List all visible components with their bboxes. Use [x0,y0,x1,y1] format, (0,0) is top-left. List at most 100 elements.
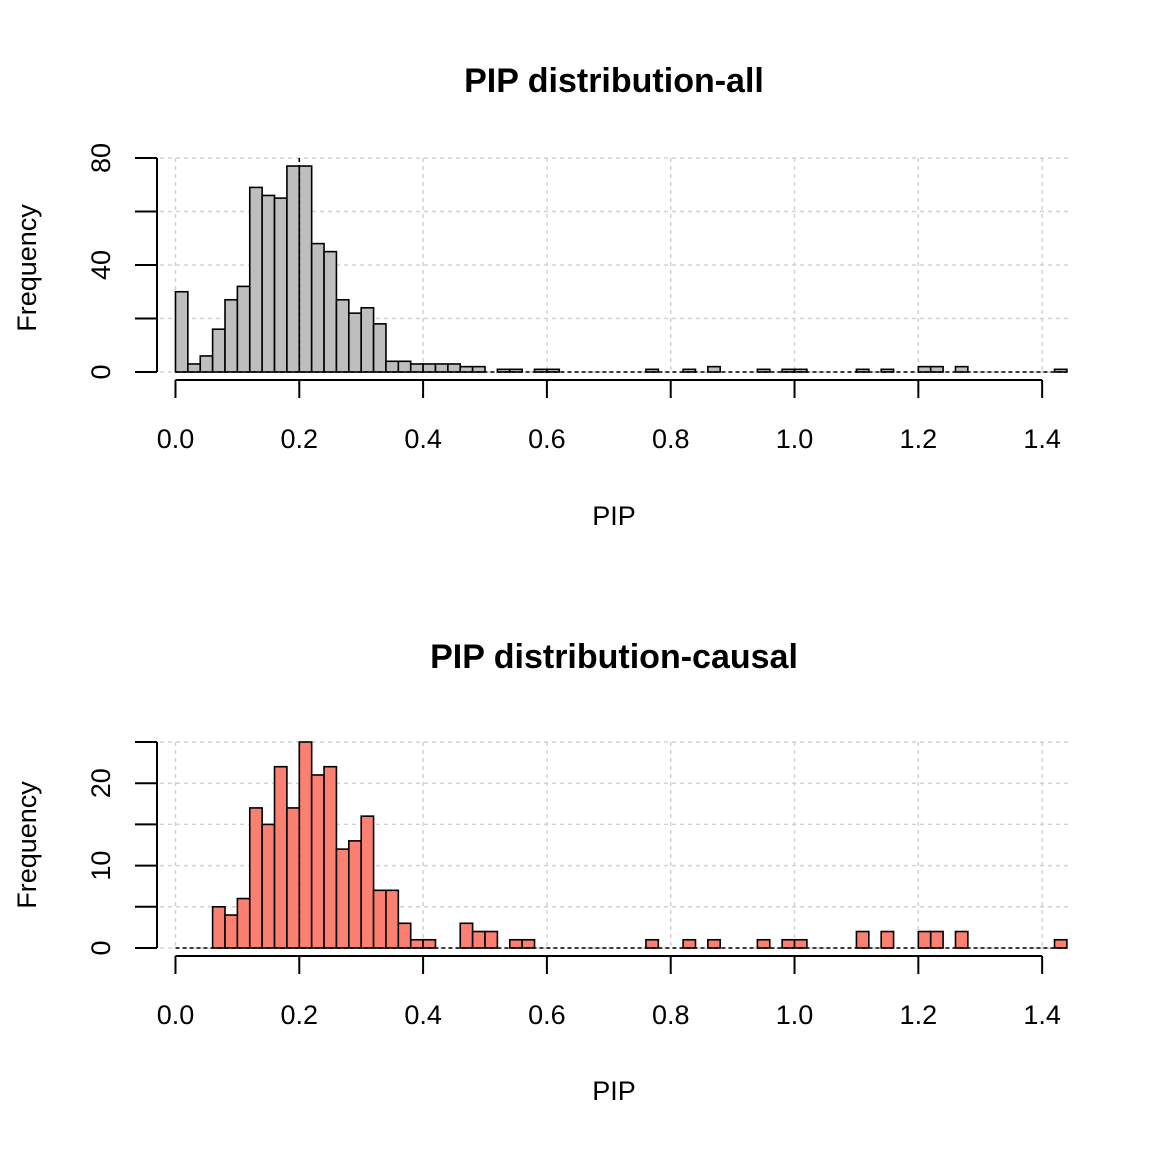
histogram-panel-all: PIP distribution-all PIP Frequency 0.0 0.… [12,62,1070,531]
x-tick-label: 0.6 [528,424,566,454]
histogram-bar [224,298,239,373]
histogram-bar [855,930,870,949]
chart-title: PIP distribution-causal [430,638,798,676]
histogram-bar [682,938,697,949]
histogram-bar [707,938,722,949]
histogram-bar [348,840,362,949]
histogram-bar [248,807,263,949]
x-tick-label: 1.4 [1023,1000,1061,1030]
histogram-bar [323,250,338,373]
histogram-bar [273,765,288,949]
histogram-bar [471,365,486,373]
histogram-bar [385,889,400,949]
histogram-bar [323,765,338,949]
histogram-bar [917,930,932,949]
histogram-bar [261,823,276,949]
histogram-bar [546,368,561,373]
histogram-bar [954,365,969,373]
histogram-bar [434,363,449,373]
histogram-bar [459,365,474,373]
histogram-bar [929,365,944,373]
histogram-bar [211,328,226,373]
x-tick-label: 0.4 [404,424,442,454]
histogram-bar [286,807,301,949]
histogram-bar [471,930,486,949]
histogram-bar [273,197,288,373]
histogram-bar [422,363,437,373]
histogram-bar [286,165,301,373]
histogram-bar [298,165,313,373]
histogram-bar [793,938,808,949]
histogram-bar [236,285,251,373]
histogram-bar [880,930,895,949]
histogram-bar [917,365,932,373]
histogram-bar [224,914,239,949]
histogram-bar [409,363,424,373]
x-axis: 0.0 0.2 0.4 0.6 0.8 1.0 1.2 1.4 [157,379,1061,454]
y-tick-label: 80 [86,143,116,173]
histogram-bar [348,312,362,373]
histogram-bar [1053,938,1068,949]
histogram-bar [954,930,969,949]
histogram-bar [310,774,325,949]
histogram-bar [508,938,523,949]
x-tick-label: 0.6 [528,1000,566,1030]
histogram-bar [459,922,474,949]
bars [174,158,1068,373]
histogram-bar [484,930,499,949]
histogram-bar [335,848,350,949]
x-tick-label: 1.2 [900,1000,938,1030]
histogram-bar [298,741,313,949]
histogram-bar [707,365,722,373]
histogram-bar [645,938,660,949]
x-axis: 0.0 0.2 0.4 0.6 0.8 1.0 1.2 1.4 [157,955,1061,1030]
y-tick-label: 0 [86,364,116,379]
histogram-bar [385,360,400,373]
histogram-bar [508,368,523,373]
histogram-bar [880,368,895,373]
x-tick-label: 0.2 [281,1000,319,1030]
histogram-bar [335,298,350,373]
y-axis: 0 10 20 [86,741,158,956]
histogram-bar [310,242,325,373]
x-tick-label: 1.0 [776,1000,814,1030]
x-tick-label: 0.8 [652,1000,690,1030]
x-tick-label: 0.0 [157,424,195,454]
histogram-panel-causal: PIP distribution-causal PIP Frequency 0.… [12,638,1070,1106]
histogram-bar [199,355,214,373]
histogram-bar [781,938,796,949]
y-axis-label: Frequency [12,781,42,909]
histogram-bar [521,938,536,949]
x-tick-label: 0.2 [281,424,319,454]
y-axis-label: Frequency [12,204,42,332]
x-axis-label: PIP [592,501,636,531]
histogram-bar [187,363,202,373]
histogram-bar [261,194,276,373]
y-axis: 0 40 80 [86,143,158,380]
histogram-bar [360,306,375,373]
x-axis-label: PIP [592,1076,636,1106]
x-tick-label: 0.4 [404,1000,442,1030]
bars [175,741,1068,949]
y-tick-label: 0 [86,940,116,955]
x-tick-label: 0.8 [652,424,690,454]
histogram-bar [372,323,387,373]
y-tick-label: 10 [86,851,116,881]
histogram-bar [372,889,387,949]
histogram-bar [756,938,771,949]
histogram-bar [397,922,412,949]
x-tick-label: 1.0 [776,424,814,454]
x-tick-label: 1.2 [900,424,938,454]
x-tick-label: 0.0 [157,1000,195,1030]
histogram-bar [211,905,226,949]
x-tick-label: 1.4 [1023,424,1061,454]
histogram-bar [397,360,412,373]
histogram-bar [248,186,263,373]
histogram-bar [422,938,437,949]
histogram-bar [447,363,462,373]
histogram-bar [174,290,189,373]
y-tick-label: 40 [86,250,116,280]
y-tick-label: 20 [86,768,116,798]
histogram-bar [409,938,424,949]
